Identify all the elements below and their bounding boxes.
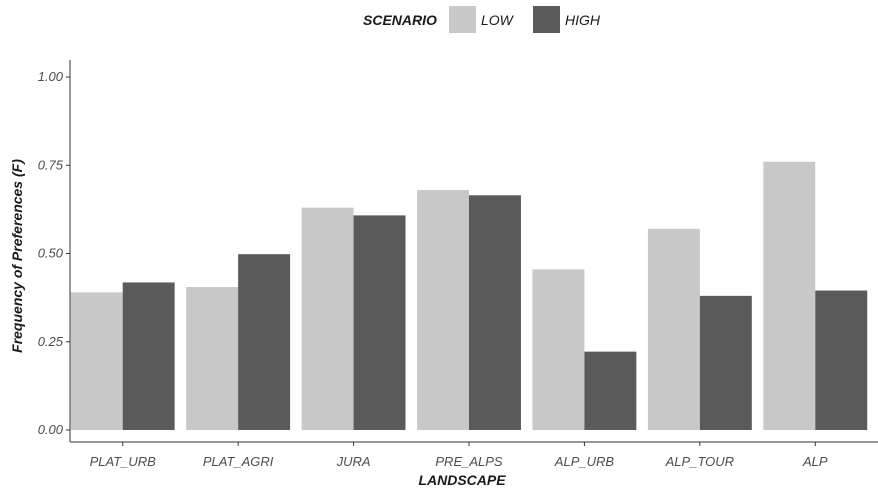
bar-low-alp-tour	[647, 228, 700, 430]
x-tick-label: PLAT_AGRI	[203, 454, 274, 469]
y-tick-label: 0.00	[38, 422, 64, 437]
bar-low-jura	[301, 207, 354, 430]
x-tick-label: ALP_TOUR	[665, 454, 734, 469]
legend-swatch-low	[449, 6, 476, 33]
x-tick-label: PLAT_URB	[90, 454, 157, 469]
legend-title: SCENARIO	[363, 12, 437, 28]
x-axis-title: LANDSCAPE	[418, 472, 506, 488]
legend: SCENARIO LOW HIGH	[363, 6, 601, 33]
bar-low-pre-alps	[417, 189, 469, 430]
bar-low-alp-urb	[532, 269, 585, 430]
bars	[70, 161, 868, 430]
y-tick-label: 1.00	[38, 69, 64, 84]
legend-swatch-high	[533, 6, 560, 33]
y-axis-ticks: 0.00 0.25 0.50 0.75 1.00	[38, 69, 70, 437]
x-tick-label: ALP_URB	[554, 454, 615, 469]
y-axis-title: Frequency of Preferences (F)	[9, 159, 25, 353]
bar-high-plat-agri	[238, 254, 291, 430]
bar-low-plat-agri	[186, 287, 239, 430]
bar-high-plat-urb	[122, 282, 175, 430]
bar-low-alp	[763, 161, 816, 430]
bar-high-alp-urb	[584, 351, 637, 430]
y-tick-label: 0.75	[38, 157, 64, 172]
bar-low-plat-urb	[70, 292, 123, 430]
x-tick-label: ALP	[802, 454, 828, 469]
bar-high-alp-tour	[699, 295, 752, 430]
x-tick-label: PRE_ALPS	[435, 454, 503, 469]
bar-high-jura	[353, 215, 406, 430]
legend-label-high: HIGH	[565, 12, 601, 28]
bar-high-pre-alps	[469, 195, 521, 430]
bar-high-alp	[815, 290, 868, 430]
y-tick-label: 0.25	[38, 334, 64, 349]
x-axis-ticks: PLAT_URB PLAT_AGRI JURA PRE_ALPS ALP_URB ALP_…	[90, 442, 828, 469]
x-tick-label: JURA	[336, 454, 371, 469]
y-tick-label: 0.50	[38, 246, 64, 261]
legend-label-low: LOW	[481, 12, 515, 28]
